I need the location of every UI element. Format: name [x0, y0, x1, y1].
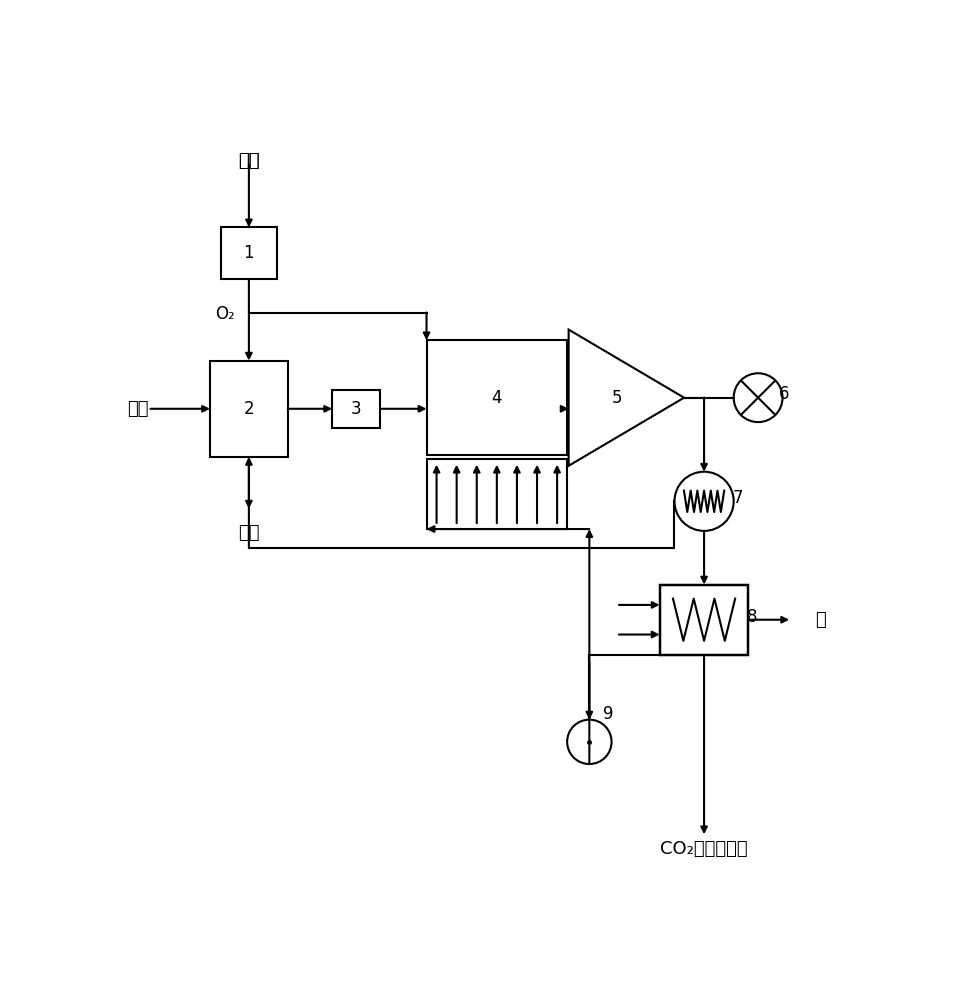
Bar [222, 227, 277, 279]
Text: 4: 4 [492, 389, 502, 407]
Text: 空气: 空气 [238, 152, 260, 170]
Text: 8: 8 [747, 608, 757, 626]
Text: 5: 5 [612, 389, 623, 407]
Text: CO₂封存或他用: CO₂封存或他用 [660, 840, 748, 858]
Text: 排渣: 排渣 [238, 524, 260, 542]
Text: 7: 7 [732, 489, 743, 507]
Bar [332, 390, 380, 428]
Text: 原煤: 原煤 [127, 400, 149, 418]
Text: 空气: 空气 [238, 152, 260, 170]
Text: 1: 1 [244, 244, 254, 262]
Text: 2: 2 [244, 400, 254, 418]
Bar [427, 340, 567, 455]
Bar [210, 361, 287, 457]
Text: 3: 3 [350, 400, 362, 418]
Text: O₂: O₂ [215, 305, 235, 323]
Text: 9: 9 [603, 705, 613, 723]
Text: 水: 水 [816, 611, 826, 629]
Bar [660, 585, 749, 655]
Text: 6: 6 [778, 385, 789, 403]
Bar [427, 459, 567, 529]
